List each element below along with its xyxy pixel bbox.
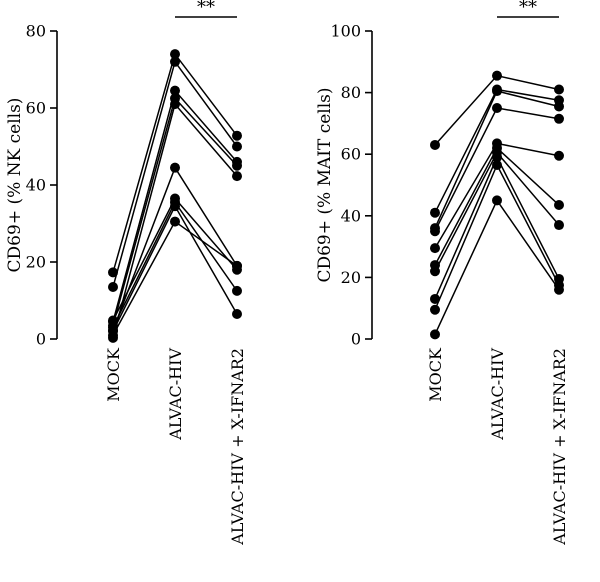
data-point	[232, 285, 242, 296]
y-tick-label: 80	[341, 83, 361, 102]
pair-line	[112, 220, 238, 336]
category-label: ALVAC-HIV + X-IFNAR2	[550, 348, 569, 546]
y-axis-title: CD69+ (% MAIT cells)	[315, 87, 335, 282]
data-point	[492, 70, 502, 81]
data-point	[430, 139, 440, 150]
data-point	[430, 266, 440, 277]
data-point	[232, 308, 242, 319]
data-point	[232, 160, 242, 171]
data-point	[492, 159, 502, 170]
category-label: ALVAC-HIV	[488, 348, 507, 441]
data-point	[108, 330, 118, 341]
y-tick-label: 100	[330, 22, 361, 41]
data-point	[170, 56, 180, 67]
y-tick-label: 80	[26, 22, 46, 41]
category-label: MOCK	[426, 347, 445, 402]
data-point	[554, 84, 564, 95]
data-point	[430, 329, 440, 340]
category-label: ALVAC-HIV + X-IFNAR2	[228, 348, 247, 546]
data-point	[492, 152, 502, 163]
data-point	[430, 304, 440, 315]
category-label: MOCK	[104, 347, 123, 402]
pair-line	[434, 151, 560, 272]
y-tick-label: 20	[26, 253, 46, 272]
nk-cells-panel: 0 20 40 60 80 CD69+ (% NK cells) MOCK ALVAC-HIV…	[5, 0, 247, 546]
y-tick-label: 0	[351, 330, 361, 349]
y-tick-label: 0	[36, 330, 46, 349]
pair-line	[434, 155, 560, 300]
data-point	[108, 315, 118, 326]
data-point	[170, 99, 180, 110]
data-point	[232, 171, 242, 182]
data-point	[232, 141, 242, 152]
y-tick-label: 40	[26, 176, 46, 195]
mait-cells-panel: 0 20 40 60 80 100 CD69+ (% MAIT cells) MOCK ALVA…	[315, 0, 569, 546]
y-tick-label: 20	[341, 268, 361, 287]
data-point	[170, 162, 180, 173]
data-point	[170, 49, 180, 60]
data-point	[108, 267, 118, 278]
data-point	[554, 113, 564, 124]
significance-label: **	[197, 0, 215, 18]
data-point	[554, 284, 564, 295]
data-point	[170, 201, 180, 212]
significance-label: **	[519, 0, 537, 18]
data-point	[108, 282, 118, 293]
y-axis-title: CD69+ (% NK cells)	[5, 98, 25, 273]
data-point	[430, 207, 440, 218]
data-point	[232, 260, 242, 271]
data-point	[554, 220, 564, 231]
data-point	[492, 195, 502, 206]
data-point	[170, 85, 180, 96]
data-point	[430, 226, 440, 237]
category-label: ALVAC-HIV	[166, 348, 185, 441]
y-tick-label: 60	[26, 99, 46, 118]
data-point	[430, 293, 440, 304]
data-point	[492, 86, 502, 97]
data-point	[232, 130, 242, 141]
y-tick-label: 40	[341, 206, 361, 225]
data-point	[492, 103, 502, 113]
data-point	[430, 243, 440, 254]
data-point	[554, 101, 564, 112]
data-point	[554, 200, 564, 211]
data-point	[554, 150, 564, 161]
data-point	[170, 216, 180, 227]
y-tick-label: 60	[341, 145, 361, 164]
